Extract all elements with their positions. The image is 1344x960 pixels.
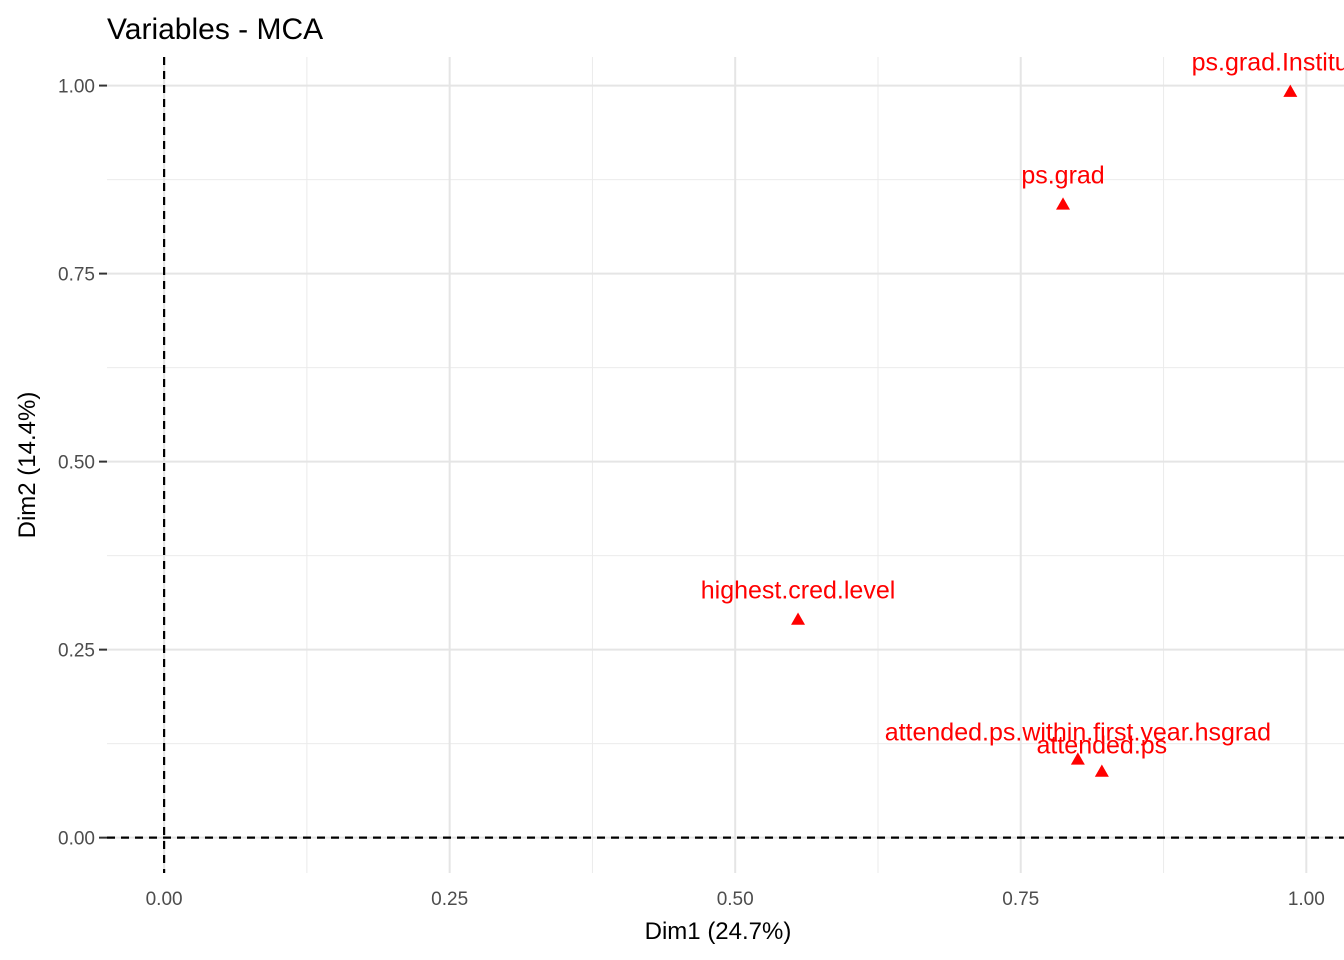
- y-tick-label: 0.25: [58, 641, 95, 662]
- minor-gridlines: [107, 57, 1344, 873]
- point-label: highest.cred.level: [701, 576, 896, 604]
- y-tick-label: 0.00: [58, 829, 95, 850]
- point-label: ps.grad.Institution: [1192, 49, 1344, 77]
- point-label: attended.ps.within.first.year.hsgrad: [885, 719, 1271, 747]
- point-labels: ps.grad.Institution ps.grad highest.cred.l…: [701, 49, 1344, 760]
- data-point-triangle: [1056, 197, 1071, 210]
- x-tick-label: 0.25: [431, 889, 468, 910]
- y-tick-labels: 0.00 0.25 0.50 0.75 1.00: [58, 77, 95, 850]
- chart-title: Variables - MCA: [107, 13, 323, 46]
- x-tick-labels: 0.00 0.25 0.50 0.75 1.00: [146, 889, 1325, 910]
- data-point-triangle: [1283, 84, 1298, 97]
- x-tick-label: 0.75: [1002, 889, 1039, 910]
- x-tick-label: 0.00: [146, 889, 183, 910]
- y-axis-title: Dim2 (14.4%): [14, 392, 41, 539]
- axis-ticks: [99, 84, 107, 839]
- x-tick-label: 1.00: [1288, 889, 1325, 910]
- y-tick-label: 0.75: [58, 265, 95, 286]
- data-point-triangle: [1070, 752, 1085, 765]
- point-label: ps.grad: [1021, 161, 1104, 189]
- x-tick-label: 0.50: [717, 889, 754, 910]
- data-point-triangle: [1094, 764, 1109, 777]
- reference-lines: [107, 57, 1344, 873]
- data-point-triangle: [791, 612, 806, 625]
- data-points: [791, 84, 1298, 777]
- point-label: attended.ps: [1037, 731, 1168, 759]
- y-tick-label: 1.00: [58, 77, 95, 98]
- y-tick-label: 0.50: [58, 453, 95, 474]
- x-axis-title: Dim1 (24.7%): [645, 918, 792, 945]
